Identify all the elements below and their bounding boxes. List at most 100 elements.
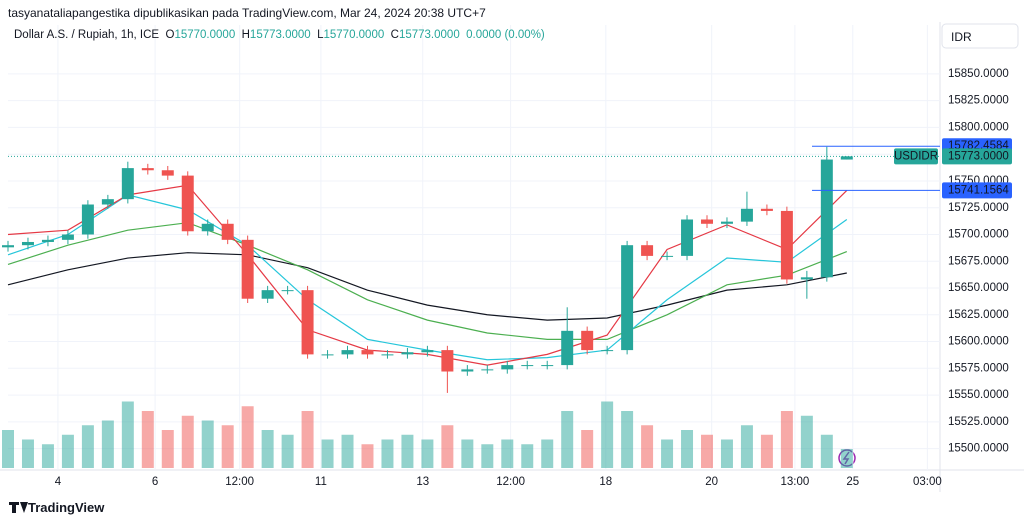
candle-body [820,159,833,278]
symbol: Dollar A.S. / Rupiah, 1h, ICE [14,29,160,41]
volume-bar [341,434,354,468]
volume-bar [161,430,174,468]
x-tick-label: 6 [152,476,158,488]
volume-bar [401,434,414,468]
candle-body [201,223,214,232]
x-tick-label: 03:00 [913,476,942,488]
symbol-tag [894,148,938,165]
x-tick-label: 13:00 [780,476,809,488]
ohlc-label: O [165,29,175,41]
volume-bar [2,430,14,468]
volume-bar [561,411,574,468]
volume-bar [840,449,853,468]
y-tick-label: 15725.0000 [948,202,1009,214]
ohlc-label: H [241,29,250,41]
candle-body [661,255,674,257]
candle-body [41,239,54,242]
volume-bar [800,415,813,468]
volume-bar [201,420,214,468]
ohlc-label: C [390,29,399,41]
candle-body [2,245,14,248]
volume-bar [61,434,74,468]
candle-body [720,221,733,224]
candle-body [561,330,574,366]
price-tag [942,182,1012,199]
x-tick-label: 20 [705,476,718,488]
candle-body [421,350,434,353]
ohlc-value: 15770.0000 [323,29,385,41]
candle-body [800,277,813,280]
candle-body [501,365,514,370]
volume-bar [481,444,494,468]
candle-body [641,245,654,256]
candle-body [521,365,534,367]
volume-bar [141,411,154,468]
candle-body [121,168,134,200]
x-tick-label: 18 [599,476,612,488]
candle-body [481,369,494,371]
y-tick-label: 15650.0000 [948,282,1009,294]
candle-body [401,352,414,355]
y-tick-label: 15825.0000 [948,95,1009,107]
y-tick-label: 15850.0000 [948,68,1009,80]
y-tick-label: 15525.0000 [948,416,1009,428]
candle-body [321,354,334,356]
y-tick-label: 15675.0000 [948,255,1009,267]
candle-body [601,350,614,352]
candle-body [361,350,374,355]
volume-bar [501,439,514,468]
candle-body [141,168,154,171]
volume-bar [581,430,594,468]
candle-body [81,204,94,235]
x-tick-label: 12:00 [496,476,525,488]
volume-bar [101,420,114,468]
y-tick-label: 15625.0000 [948,309,1009,321]
volume-bar [321,439,334,468]
volume-bar [621,411,634,468]
currency-button[interactable] [941,23,1019,49]
y-tick-label: 15600.0000 [948,336,1009,348]
volume-bar [760,434,773,468]
volume-bar [701,434,713,468]
volume-bar [241,406,254,468]
x-tick-label: 4 [55,476,62,488]
volume-bar [720,439,733,468]
candle-body [221,223,234,240]
candle-body [760,208,773,211]
price-axis-panel [940,22,1024,492]
candle-body [461,369,474,372]
volume-bar [681,430,694,468]
candle-body [181,175,194,232]
price-tag [942,148,1012,165]
x-tick-label: 12:00 [225,476,254,488]
y-tick-label: 15700.0000 [948,229,1009,241]
symbol-tag-label: USDIDR [894,150,938,162]
candle-body [241,239,254,299]
candle-body [681,219,694,256]
logo [9,502,28,513]
volume-bar [780,411,793,468]
candle-body [61,234,74,240]
volume-bar [81,425,94,468]
volume-bar [281,434,294,468]
candle-body [780,210,793,280]
y-tick-label: 15500.0000 [948,443,1009,455]
ohlc-value: 15773.0000 [249,29,311,41]
volume-bar [461,439,474,468]
volume-bar [521,444,534,468]
moving-average [7,222,848,340]
candle-body [301,290,314,355]
y-tick-label: 15800.0000 [948,121,1009,133]
volume-bar [381,439,394,468]
candle-body [541,365,554,367]
volume-bar [661,439,674,468]
candle-body [581,330,594,351]
candle-body [21,241,34,246]
volume-bar [820,434,833,468]
moving-average [7,194,848,361]
volume-bar [261,430,274,468]
candle-body [381,354,394,356]
price-tag-label: 15741.1564 [948,184,1009,196]
brand: TradingView [28,500,105,515]
